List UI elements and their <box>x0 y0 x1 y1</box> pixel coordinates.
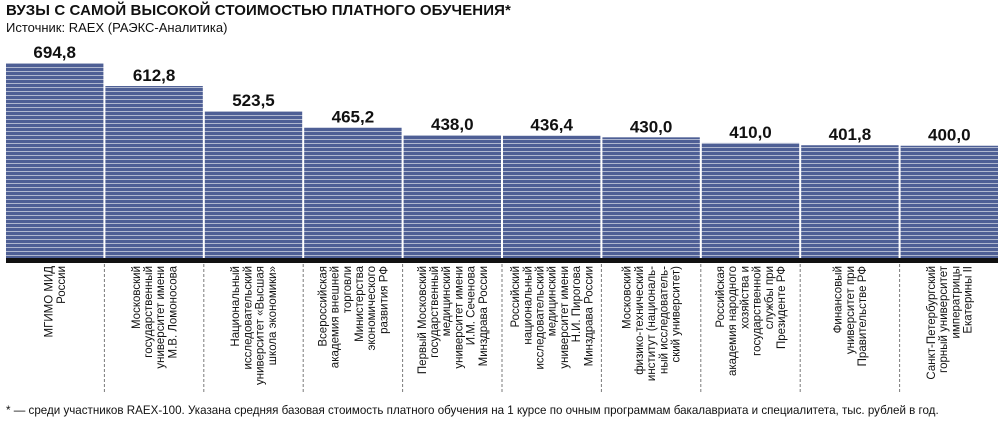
separators-layer <box>103 264 901 392</box>
bar-chart: 694,8 612,8 523,5 465,2 438,0 436,4 430,0 410,0… <box>6 43 998 392</box>
category-label-line: Екатерины II <box>963 266 975 334</box>
category-label: Московскийфизико-техническийинститут (на… <box>622 266 683 381</box>
category-label-line: экономического <box>366 266 378 351</box>
category-label-text: Первый Московскийгосударственныймедицинс… <box>417 265 490 374</box>
category-label-line: академия внешней <box>330 266 342 368</box>
bar <box>403 135 501 258</box>
category-label-line: медицинский <box>441 266 453 336</box>
bar <box>503 135 601 258</box>
category-label-line: национальный <box>522 266 534 345</box>
bar <box>204 111 303 259</box>
source-note: Источник: RAEX (РАЭКС-Аналитика) <box>6 20 228 35</box>
category-label-line: Минздрава России <box>478 266 490 366</box>
category-label-line: исследовательский <box>242 266 254 370</box>
category-label-line: Президенте РФ <box>776 266 788 349</box>
value-label: 436,4 <box>530 116 573 135</box>
category-label-line: исследовательский <box>535 266 547 370</box>
bar <box>801 145 899 258</box>
category-label: Национальныйисследовательскийуниверситет… <box>230 266 279 385</box>
category-label-line: ный исследователь- <box>658 266 670 374</box>
category-label-line: университет «Высшая <box>255 266 267 385</box>
category-label: Российскийнациональныйисследовательскийм… <box>510 265 595 369</box>
category-label-line: М.В. Ломоносова <box>167 265 179 358</box>
category-label-line: академия народного <box>727 266 739 376</box>
category-label-line: Московский <box>622 266 634 329</box>
category-label-line: службы при <box>764 266 776 329</box>
category-label-line: Н.И. Пирогова <box>571 265 583 342</box>
category-label-line: институт (националь- <box>646 266 658 381</box>
value-label: 410,0 <box>729 123 772 142</box>
category-label-line: университет имени <box>155 266 167 369</box>
category-label: Всероссийскаяакадемия внешнейторговлиМин… <box>317 265 390 368</box>
category-labels-layer: МГИМО МИДРоссии Московскийгосударственный… <box>44 265 975 385</box>
category-label-text: Национальныйисследовательскийуниверситет… <box>230 266 279 385</box>
category-label-line: России <box>56 266 68 304</box>
chart-title: ВУЗЫ С САМОЙ ВЫСОКОЙ СТОИМОСТЬЮ ПЛАТНОГО… <box>6 2 511 19</box>
category-label-line: государственной <box>752 266 764 356</box>
value-label: 438,0 <box>431 115 474 134</box>
bar <box>304 127 402 258</box>
category-label-line: университет имени <box>559 266 571 369</box>
category-label-line: горный университет <box>938 265 950 373</box>
value-label: 523,5 <box>232 91 275 110</box>
category-label: Российскаяакадемия народногохозяйства иг… <box>715 266 788 376</box>
bar <box>900 145 998 258</box>
category-label-text: Финансовыйуниверситет приПравительстве Р… <box>833 266 869 367</box>
value-label: 465,2 <box>332 107 375 126</box>
category-label-text: МГИМО МИДРоссии <box>44 266 68 338</box>
category-label-line: Минздрава России <box>583 266 595 366</box>
bars-layer <box>6 63 998 263</box>
category-label-line: Московский <box>131 266 143 329</box>
value-label: 694,8 <box>33 43 76 62</box>
category-label-line: И.М. Сеченова <box>466 265 478 345</box>
category-label-line: Всероссийская <box>317 266 329 347</box>
category-label-line: Финансовый <box>833 266 845 333</box>
category-label-line: физико-технический <box>634 266 646 375</box>
bar <box>701 142 800 258</box>
category-label: Московскийгосударственныйуниверситет име… <box>131 265 180 368</box>
category-label: Санкт-Петербургскийгорный университетимп… <box>926 265 975 379</box>
value-labels-layer: 694,8 612,8 523,5 465,2 438,0 436,4 430,0 410,0… <box>33 43 970 145</box>
value-label: 612,8 <box>133 66 176 85</box>
category-label-text: Московскийфизико-техническийинститут (на… <box>622 266 683 381</box>
footnote: * — среди участников RAEX-100. Указана с… <box>6 404 939 417</box>
category-label-line: Российский <box>510 266 522 328</box>
category-label-line: ский университет) <box>671 266 683 363</box>
category-label-line: университет имени <box>453 266 465 369</box>
category-label-text: Всероссийскаяакадемия внешнейторговлиМин… <box>317 265 390 368</box>
baseline <box>6 258 998 263</box>
category-label: Финансовыйуниверситет приПравительстве Р… <box>833 266 869 367</box>
bar <box>6 63 104 258</box>
category-label-line: государственный <box>143 266 155 358</box>
category-label-line: императрицы <box>950 266 962 338</box>
value-label: 400,0 <box>928 126 971 145</box>
category-label: Первый Московскийгосударственныймедицинс… <box>417 265 490 374</box>
category-label-text: Санкт-Петербургскийгорный университетимп… <box>926 265 975 379</box>
category-label-text: Московскийгосударственныйуниверситет име… <box>131 265 180 368</box>
bar <box>105 86 203 258</box>
category-label-line: государственный <box>429 266 441 358</box>
category-label-line: Санкт-Петербургский <box>926 266 938 380</box>
category-label-line: хозяйства и <box>739 266 751 329</box>
category-label: МГИМО МИДРоссии <box>44 266 68 338</box>
value-label: 401,8 <box>829 125 872 144</box>
category-label-line: Министерства <box>354 265 366 341</box>
category-label-line: медицинский <box>547 266 559 336</box>
bar <box>602 137 700 258</box>
category-label-line: Правительстве РФ <box>857 266 869 367</box>
category-label-line: университет при <box>845 266 857 354</box>
category-label-line: Первый Московский <box>417 266 429 374</box>
category-label-line: МГИМО МИД <box>44 266 56 338</box>
category-label-line: Российская <box>715 266 727 328</box>
category-label-line: Национальный <box>230 266 242 347</box>
category-label-text: Российскийнациональныйисследовательскийм… <box>510 265 595 369</box>
category-label-line: торговли <box>342 266 354 313</box>
category-label-line: развития РФ <box>378 266 390 334</box>
value-label: 430,0 <box>630 117 673 136</box>
category-label-text: Российскаяакадемия народногохозяйства иг… <box>715 266 788 376</box>
category-label-line: школа экономики» <box>267 266 279 365</box>
